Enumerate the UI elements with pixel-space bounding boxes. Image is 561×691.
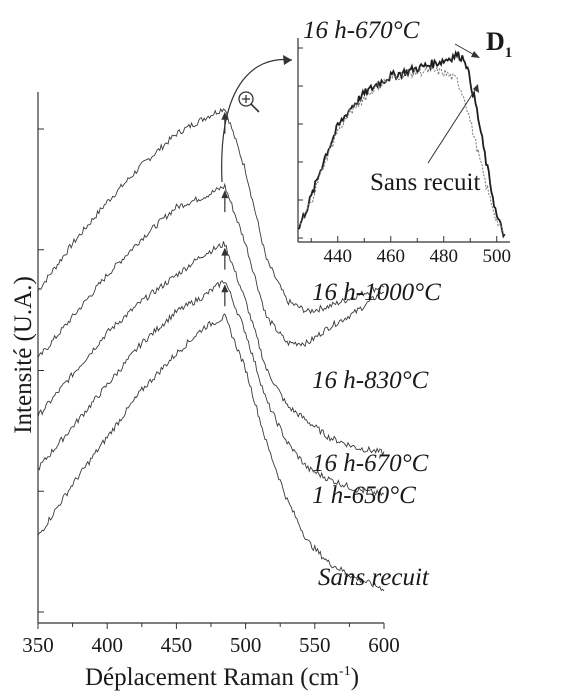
series-line-1	[37, 182, 385, 359]
peak-arrowhead-2	[221, 247, 229, 256]
inset-x-ticks: 440 460 480 500	[310, 236, 512, 267]
inset-series-line-0	[297, 49, 506, 239]
series-label-830: 16 h-830°C	[312, 367, 429, 394]
x-tick-label: 500	[230, 633, 262, 657]
x-tick-label: 450	[161, 633, 193, 657]
main-series-group	[37, 107, 385, 592]
x-tick-label: 350	[22, 633, 54, 657]
x-axis-title: Déplacement Raman (cm-1)	[85, 664, 359, 691]
inset-pointer-670-head	[471, 51, 480, 58]
inset-series-group	[297, 49, 506, 239]
main-y-ticks	[38, 128, 44, 613]
main-x-ticks: 350 400 450 500 550 600	[22, 623, 400, 657]
zoom-arrow	[221, 58, 293, 183]
x-tick-label: 400	[91, 633, 123, 657]
series-line-4	[37, 313, 385, 592]
series-line-0	[37, 107, 385, 315]
series-label-1000: 16 h-1000°C	[312, 279, 441, 306]
x-tick-label: 600	[368, 633, 400, 657]
inset-label-670: 16 h-670°C	[303, 17, 420, 44]
series-line-3	[37, 280, 385, 497]
x-tick-label: 550	[299, 633, 331, 657]
zoom-arrowhead	[283, 55, 292, 65]
inset-x-tick-label: 500	[483, 246, 512, 267]
peak-arrowhead-3	[221, 284, 229, 293]
inset-x-tick-label: 440	[324, 246, 353, 267]
inset-pointer-sans-recuit	[427, 86, 478, 164]
peak-arrowhead-1	[221, 190, 229, 199]
inset-x-tick-label: 460	[377, 246, 406, 267]
inset-x-tick-label: 480	[430, 246, 459, 267]
series-label-650: 1 h-650°C	[312, 482, 416, 509]
series-label-sans-recuit: Sans recuit	[318, 564, 430, 591]
series-line-2	[37, 241, 385, 457]
zoom-in-icon	[238, 91, 260, 113]
inset-peak-label: D1	[486, 27, 512, 61]
inset-pointer-sans-recuit-head	[473, 84, 479, 93]
series-label-670: 16 h-670°C	[312, 450, 429, 477]
inset-y-ticks	[298, 47, 303, 239]
y-axis-title: Intensité (U.A.)	[10, 276, 37, 434]
inset-label-sans-recuit: Sans recuit	[370, 169, 480, 196]
